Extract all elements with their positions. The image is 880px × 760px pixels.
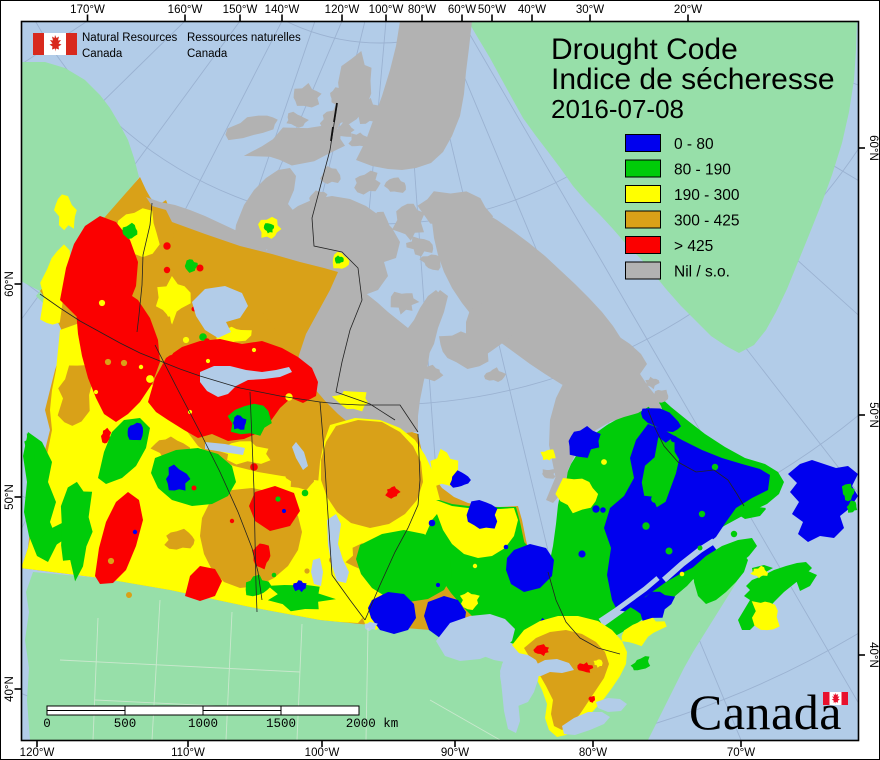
svg-text:Indice de sécheresse: Indice de sécheresse	[551, 63, 835, 96]
svg-text:120°W: 120°W	[325, 4, 360, 16]
svg-text:60°N: 60°N	[867, 135, 879, 161]
svg-text:1500: 1500	[266, 717, 296, 731]
svg-text:30°W: 30°W	[576, 4, 604, 16]
svg-text:160°W: 160°W	[168, 4, 203, 16]
svg-text:170°W: 170°W	[70, 4, 105, 16]
svg-text:80 - 190: 80 - 190	[674, 162, 731, 179]
svg-text:140°W: 140°W	[265, 4, 300, 16]
svg-text:100°W: 100°W	[305, 747, 340, 759]
svg-text:80°W: 80°W	[579, 747, 607, 759]
svg-text:Canada: Canada	[82, 48, 123, 60]
svg-text:120°W: 120°W	[20, 747, 55, 759]
svg-text:50°W: 50°W	[478, 4, 506, 16]
svg-text:50°N: 50°N	[4, 484, 16, 510]
svg-text:Drought Code: Drought Code	[551, 33, 738, 66]
svg-text:Nil / s.o.: Nil / s.o.	[674, 264, 730, 281]
svg-text:20°W: 20°W	[674, 4, 702, 16]
svg-text:2016-07-08: 2016-07-08	[551, 94, 684, 124]
svg-text:60°N: 60°N	[4, 271, 16, 297]
svg-text:Canada: Canada	[187, 48, 228, 60]
svg-text:> 425: > 425	[674, 238, 713, 255]
svg-text:300 - 425: 300 - 425	[674, 213, 740, 230]
svg-text:40°N: 40°N	[867, 642, 879, 668]
svg-text:40°N: 40°N	[4, 676, 16, 702]
svg-text:Ressources naturelles: Ressources naturelles	[187, 32, 301, 44]
svg-text:190 - 300: 190 - 300	[674, 187, 740, 204]
svg-text:50°N: 50°N	[867, 402, 879, 428]
svg-text:90°W: 90°W	[441, 747, 469, 759]
svg-text:0 - 80: 0 - 80	[674, 136, 714, 153]
svg-text:110°W: 110°W	[171, 747, 205, 759]
svg-text:500: 500	[114, 717, 137, 731]
svg-text:Natural Resources: Natural Resources	[82, 32, 177, 44]
svg-text:70°W: 70°W	[727, 747, 755, 759]
svg-text:1000: 1000	[188, 717, 218, 731]
svg-text:Canada: Canada	[689, 684, 842, 740]
svg-text:150°W: 150°W	[223, 4, 258, 16]
svg-text:2000 km: 2000 km	[346, 717, 399, 731]
svg-text:0: 0	[43, 717, 51, 731]
svg-text:80°W: 80°W	[408, 4, 436, 16]
svg-text:60°W: 60°W	[448, 4, 476, 16]
svg-text:100°W: 100°W	[369, 4, 404, 16]
svg-text:40°W: 40°W	[518, 4, 546, 16]
